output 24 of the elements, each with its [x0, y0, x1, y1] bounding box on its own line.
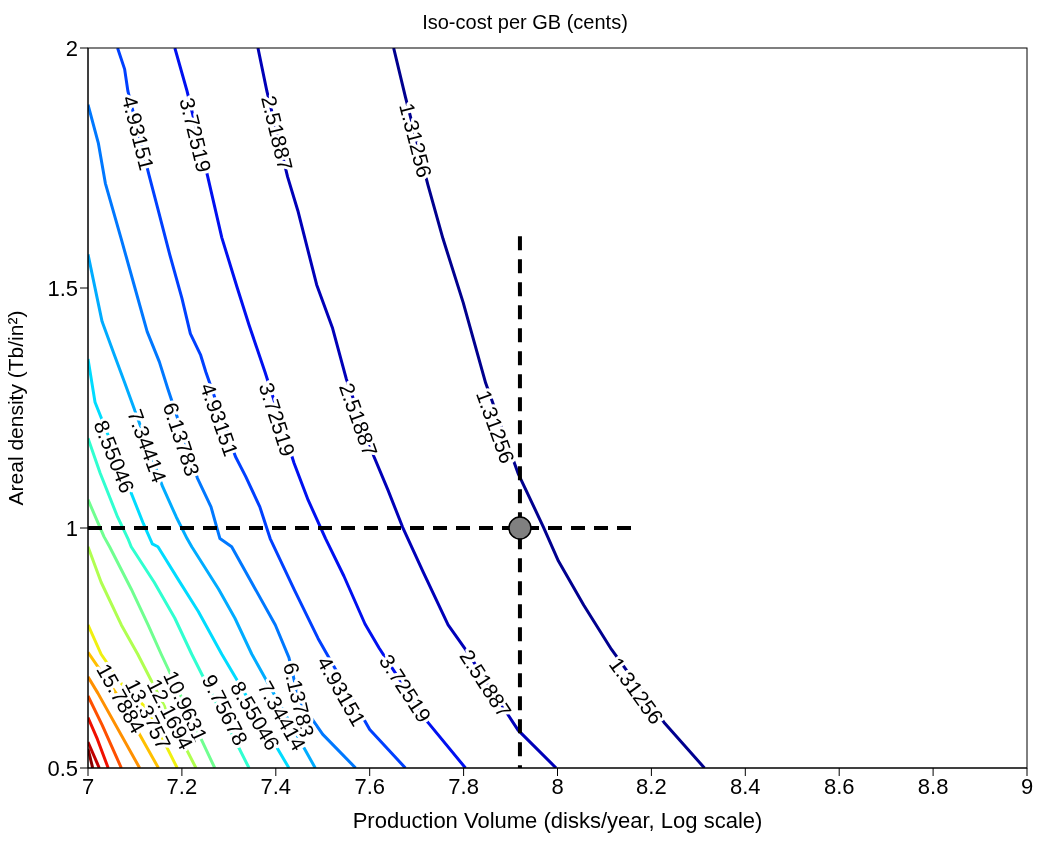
- x-tick-label: 7: [81, 773, 95, 799]
- annotation: 2.51887: [257, 93, 298, 173]
- annotation: 1.31256: [395, 100, 437, 180]
- y-tick-label: 2: [65, 35, 78, 61]
- y-tick-label: 1.5: [47, 275, 78, 301]
- x-tick-label: 7.8: [448, 773, 479, 799]
- x-tick-label: 7.2: [166, 773, 198, 799]
- x-tick-label: 7.4: [260, 773, 292, 799]
- y-axis-title: Areal density (Tb/in²): [4, 310, 28, 506]
- x-tick-label: 7.6: [354, 773, 385, 799]
- annotation: 4.93151: [117, 93, 159, 173]
- x-tick-label: 8.2: [636, 773, 667, 799]
- chart-title: Iso-cost per GB (cents): [422, 11, 628, 33]
- annotation: 4.93151: [196, 379, 243, 460]
- y-tick-label: 0.5: [47, 755, 78, 781]
- x-tick-label: 8.8: [917, 773, 949, 799]
- x-tick-label: 8: [551, 773, 564, 799]
- x-tick-label: 8.6: [823, 773, 855, 799]
- x-axis-title: Production Volume (disks/year, Log scale): [352, 808, 763, 833]
- y-tick-label: 1: [65, 515, 78, 541]
- x-tick-label: 9: [1020, 773, 1034, 799]
- annotation: 3.72519: [175, 95, 216, 175]
- annotation: 3.72519: [254, 379, 300, 460]
- x-tick-label: 8.4: [730, 773, 761, 799]
